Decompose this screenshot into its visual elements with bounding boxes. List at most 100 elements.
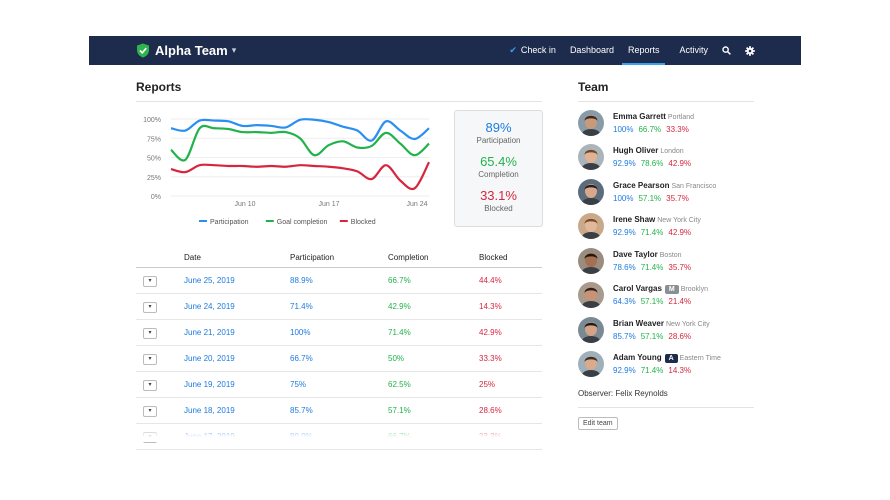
expand-row-button[interactable]: ▾ (143, 301, 157, 313)
participation-cell: 88.9% (290, 267, 388, 294)
table-row: ▾ June 21, 2019 100% 71.4% 42.9% (136, 319, 542, 346)
member-blocked: 28.6% (668, 332, 692, 341)
participation-cell: 100% (290, 319, 388, 346)
table-row: ▾ June 24, 2019 71.4% 42.9% 14.3% (136, 293, 542, 320)
participation-cell: 75% (290, 371, 388, 398)
table-row: ▾ June 25, 2019 88.9% 66.7% 44.4% (136, 267, 542, 294)
member-name: Irene Shaw (613, 215, 656, 224)
role-badge: M (664, 285, 679, 294)
expand-row-button[interactable]: ▾ (143, 405, 157, 417)
member-name: Carol Vargas (613, 284, 662, 293)
table-header-row: Date Participation Completion Blocked (136, 247, 542, 268)
member-completion: 66.7% (638, 125, 662, 134)
divider (578, 407, 754, 408)
divider (136, 101, 542, 102)
reports-title: Reports (136, 80, 182, 94)
member-location: San Francisco (671, 183, 717, 190)
expand-row-button[interactable]: ▾ (143, 353, 157, 365)
member-blocked: 21.4% (668, 297, 692, 306)
nav-check-in[interactable]: ✔ Check in (509, 36, 556, 65)
member-completion: 78.6% (640, 159, 664, 168)
blocked-cell: 25% (479, 371, 542, 398)
member-blocked: 33.3% (666, 125, 689, 134)
legend-swatch (199, 220, 207, 222)
expand-row-button[interactable]: ▾ (143, 379, 157, 391)
nav-dashboard[interactable]: Dashboard (570, 36, 614, 65)
expand-row-button[interactable]: ▾ (143, 327, 157, 339)
report-date-link[interactable]: June 24, 2019 (184, 293, 290, 320)
member-participation: 100% (613, 125, 634, 134)
stat-value: 89% (485, 120, 512, 135)
y-tick-label: 0% (151, 194, 161, 201)
expand-row-button[interactable]: ▾ (143, 275, 157, 287)
completion-cell: 62.5% (388, 371, 479, 398)
nav-label: Check in (520, 45, 556, 55)
nav-reports[interactable]: Reports (621, 36, 666, 65)
stat-label: Blocked (484, 204, 513, 213)
completion-cell: 71.4% (388, 319, 479, 346)
report-date-link[interactable]: June 19, 2019 (184, 371, 290, 398)
member-location: Boston (659, 252, 682, 259)
avatar (578, 110, 604, 136)
member-participation: 64.3% (613, 297, 636, 306)
member-blocked: 14.3% (668, 366, 692, 375)
completion-cell: 50% (388, 345, 479, 372)
avatar (578, 317, 604, 343)
report-date-link[interactable]: June 25, 2019 (184, 267, 290, 294)
report-date-link[interactable]: June 18, 2019 (184, 397, 290, 424)
team-title: Team (578, 80, 609, 94)
series-line-blocked (170, 161, 430, 191)
top-navbar: Alpha Team ▾ ✔ Check in Dashboard Reports… (89, 36, 801, 65)
role-badge: A (664, 354, 678, 363)
report-date-link[interactable]: June 21, 2019 (184, 319, 290, 346)
stat-blocked: 33.1% Blocked (455, 188, 542, 213)
participation-cell: 85.7% (290, 397, 388, 424)
scroll-fade (136, 428, 542, 442)
series-line-participation (170, 118, 430, 142)
member-location: Portland (667, 114, 694, 121)
expand-column-header (136, 247, 184, 268)
shield-check-icon (137, 43, 149, 58)
x-tick-label: Jun 17 (318, 201, 339, 208)
member-completion: 57.1% (640, 332, 664, 341)
team-switcher[interactable]: Alpha Team ▾ (136, 36, 236, 65)
member-participation: 78.6% (613, 263, 636, 272)
member-completion: 71.4% (640, 228, 664, 237)
member-participation: 100% (613, 194, 634, 203)
table-row: ▾ June 18, 2019 85.7% 57.1% 28.6% (136, 397, 542, 424)
member-name: Grace Pearson (613, 181, 670, 190)
member-completion: 57.1% (638, 194, 662, 203)
summary-stats-card: 89% Participation 65.4% Completion 33.1%… (454, 110, 543, 227)
legend-label: Participation (210, 219, 249, 226)
y-tick-label: 25% (147, 175, 161, 182)
completion-cell: 42.9% (388, 293, 479, 320)
participation-cell: 66.7% (290, 345, 388, 372)
column-header: Completion (388, 247, 479, 268)
avatar (578, 282, 604, 308)
observer-label: Observer: Felix Reynolds (578, 389, 668, 398)
edit-team-button[interactable]: Edit team (578, 417, 618, 430)
gear-icon[interactable] (745, 45, 755, 56)
member-name: Dave Taylor (613, 250, 658, 259)
nav-activity[interactable]: Activity (679, 36, 708, 65)
member-name: Hugh Oliver (613, 146, 659, 155)
member-location: Eastern Time (679, 355, 721, 362)
legend-label: Blocked (351, 219, 376, 226)
member-name: Adam Young (613, 353, 662, 362)
search-icon[interactable] (722, 46, 731, 55)
chevron-down-icon: ▾ (231, 45, 237, 55)
series-line-goal-completion (170, 124, 430, 162)
stat-participation: 89% Participation (455, 120, 542, 145)
member-location: New York City (666, 321, 710, 328)
stat-value: 65.4% (480, 154, 517, 169)
member-location: Brooklyn (680, 286, 708, 293)
report-date-link[interactable]: June 20, 2019 (184, 345, 290, 372)
nav-label: Dashboard (569, 45, 614, 55)
y-tick-label: 50% (147, 156, 161, 163)
main-nav: ✔ Check in Dashboard Reports Activity (495, 36, 755, 65)
avatar (578, 248, 604, 274)
member-participation: 92.9% (613, 366, 636, 375)
legend-label: Goal completion (277, 219, 328, 226)
member-completion: 71.4% (640, 366, 664, 375)
completion-cell: 66.7% (388, 267, 479, 294)
